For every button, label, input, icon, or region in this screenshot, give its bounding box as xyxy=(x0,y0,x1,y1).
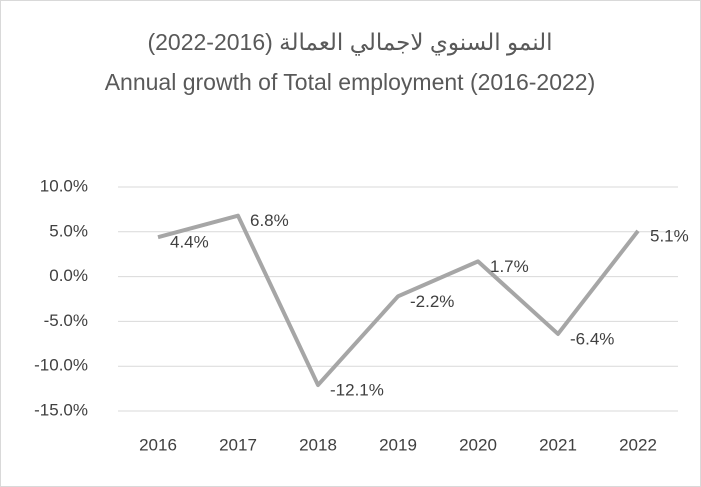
line-series xyxy=(157,213,640,388)
x-tick-label: 2017 xyxy=(219,435,257,454)
y-tick-label: 10.0% xyxy=(40,176,88,195)
x-tick-label: 2016 xyxy=(139,435,177,454)
y-tick-label: -15.0% xyxy=(34,400,88,419)
x-tick-label: 2022 xyxy=(619,435,657,454)
x-tick-label: 2020 xyxy=(459,435,497,454)
x-tick-label: 2019 xyxy=(379,435,417,454)
x-tick-label: 2021 xyxy=(539,435,577,454)
y-tick-label: 0.0% xyxy=(49,266,88,285)
data-label: -2.2% xyxy=(410,292,454,311)
data-label: 6.8% xyxy=(250,211,289,230)
y-tick-label: -5.0% xyxy=(44,311,88,330)
title-arabic: النمو السنوي لاجمالي العمالة (2016-2022) xyxy=(147,29,553,55)
data-label: 1.7% xyxy=(490,257,529,276)
data-label: -12.1% xyxy=(330,381,384,400)
y-tick-label: 5.0% xyxy=(49,221,88,240)
data-label: 5.1% xyxy=(650,226,689,245)
chart-title: النمو السنوي لاجمالي العمالة (2016-2022)… xyxy=(80,22,620,102)
title-english: Annual growth of Total employment (2016-… xyxy=(104,69,596,95)
data-label: -6.4% xyxy=(570,329,614,348)
data-label: 4.4% xyxy=(170,233,209,252)
y-tick-label: -10.0% xyxy=(34,356,88,375)
x-tick-label: 2018 xyxy=(299,435,337,454)
